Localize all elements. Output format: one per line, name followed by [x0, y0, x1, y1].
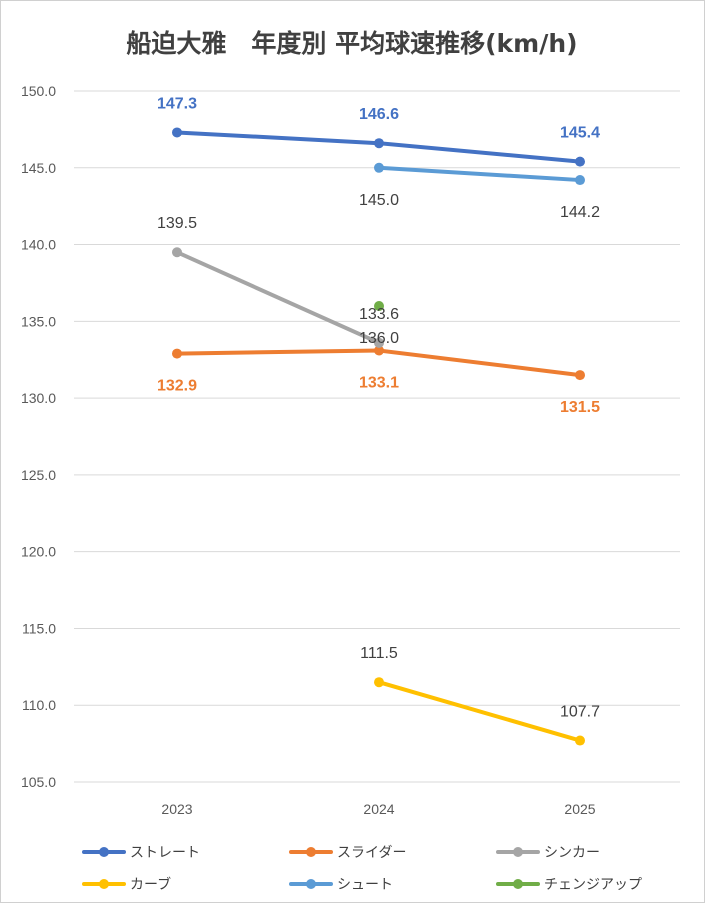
- y-tick-label: 110.0: [22, 697, 56, 713]
- data-label: 139.5: [157, 215, 197, 232]
- data-point: [575, 370, 585, 381]
- data-label: 132.9: [157, 378, 197, 395]
- y-tick-label: 105.0: [21, 774, 56, 790]
- data-label: 131.5: [560, 399, 600, 416]
- data-point: [374, 345, 384, 356]
- data-point: [575, 735, 585, 746]
- x-tick-label: 2025: [564, 801, 595, 817]
- legend-item: シュート: [289, 877, 393, 893]
- data-point: [374, 138, 384, 149]
- data-label: 133.1: [359, 375, 399, 392]
- legend-swatch-marker: [513, 879, 523, 889]
- data-label: 136.0: [359, 330, 399, 347]
- legend-label: チェンジアップ: [544, 877, 642, 893]
- y-tick-label: 125.0: [21, 467, 56, 483]
- x-tick-label: 2024: [363, 801, 394, 817]
- data-point: [172, 348, 182, 359]
- chart-title: 船迫大雅 年度別 平均球速推移(km/h): [126, 29, 577, 58]
- data-label: 133.6: [359, 306, 399, 323]
- data-point: [172, 247, 182, 258]
- data-labels: 147.3 146.6 145.4 132.9 133.1 131.5 139.5 133.6…: [157, 95, 600, 720]
- data-label: 146.6: [359, 106, 399, 123]
- series-group: [172, 127, 585, 746]
- legend-item: ストレート: [82, 845, 200, 861]
- legend-label: シュート: [337, 877, 393, 893]
- legend-item: スライダー: [289, 845, 406, 861]
- x-axis: 2023 2024 2025: [161, 801, 595, 817]
- legend-label: ストレート: [130, 845, 200, 861]
- legend-swatch-marker: [99, 879, 109, 889]
- legend-swatch-marker: [306, 847, 316, 857]
- data-point: [172, 127, 182, 138]
- data-point: [374, 677, 384, 688]
- x-tick-label: 2023: [161, 801, 192, 817]
- data-label: 145.4: [560, 125, 600, 142]
- y-axis: 105.0 110.0 115.0 120.0 125.0 130.0 135.0 140.0…: [21, 83, 56, 790]
- legend-item: チェンジアップ: [496, 877, 642, 893]
- data-point: [374, 300, 384, 311]
- legend-item: カーブ: [82, 876, 171, 893]
- data-point: [374, 162, 384, 173]
- series-line: [175, 250, 381, 345]
- legend-item: シンカー: [496, 845, 600, 861]
- data-label: 144.2: [560, 204, 600, 221]
- legend-swatch-marker: [306, 879, 316, 889]
- legend-swatch-marker: [99, 847, 109, 857]
- y-tick-label: 130.0: [21, 390, 56, 406]
- legend-swatch-marker: [513, 847, 523, 857]
- data-label: 145.0: [359, 192, 399, 209]
- data-label: 107.7: [560, 704, 600, 721]
- legend-label: カーブ: [130, 876, 171, 893]
- series-line: [377, 680, 582, 743]
- y-tick-label: 150.0: [21, 83, 56, 99]
- series-line: [377, 165, 582, 183]
- y-tick-label: 145.0: [21, 160, 56, 176]
- data-point: [575, 156, 585, 167]
- data-label: 147.3: [157, 95, 197, 112]
- data-point: [374, 337, 384, 348]
- y-tick-label: 115.0: [22, 620, 56, 636]
- y-tick-label: 140.0: [21, 237, 56, 253]
- data-label: 111.5: [360, 645, 398, 662]
- legend-label: シンカー: [544, 845, 600, 861]
- y-tick-label: 120.0: [21, 544, 56, 560]
- y-tick-label: 135.0: [21, 313, 56, 329]
- data-point: [575, 175, 585, 186]
- legend-label: スライダー: [337, 845, 406, 861]
